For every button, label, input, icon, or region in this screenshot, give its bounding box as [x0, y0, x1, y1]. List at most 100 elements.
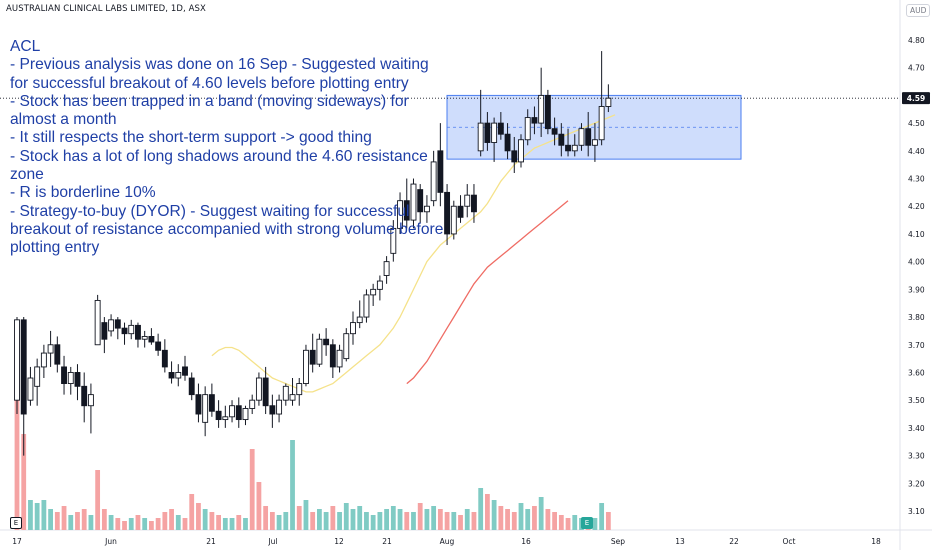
candle-body — [94, 299, 101, 346]
note-line: - Previous analysis was done on 16 Sep -… — [10, 56, 429, 92]
volume-bar — [283, 512, 289, 530]
candle-body — [410, 183, 417, 221]
candle-body — [208, 394, 215, 412]
volume-bar — [81, 509, 87, 530]
volume-bar — [390, 506, 396, 530]
volume-bar — [122, 521, 127, 530]
volume-bar — [370, 515, 376, 530]
candle-body — [477, 122, 484, 152]
volume-bar — [343, 503, 349, 530]
y-tick-label: 3.90 — [908, 285, 925, 294]
x-tick-label: 21 — [206, 537, 216, 546]
candle-body — [343, 333, 350, 360]
volume-bar — [21, 434, 27, 530]
analysis-note: ACL - Previous analysis was done on 16 S… — [10, 38, 450, 258]
volume-bar — [337, 512, 342, 530]
candle-body — [430, 161, 437, 202]
x-tick-label: 13 — [675, 537, 685, 546]
candle-body — [491, 122, 498, 143]
candle-body — [148, 336, 155, 343]
volume-bar — [538, 497, 544, 530]
volume-bar — [296, 506, 302, 530]
volume-bar — [249, 449, 255, 530]
earnings-badge-icon[interactable]: E — [581, 517, 593, 529]
volume-bar — [458, 515, 463, 530]
candle-body — [336, 349, 343, 368]
candle-body — [101, 322, 108, 340]
ma-short-line — [211, 114, 616, 393]
volume-bar — [88, 515, 94, 530]
y-tick-label: 4.00 — [908, 258, 925, 267]
volume-bar — [431, 506, 437, 530]
y-tick-label: 3.80 — [908, 313, 925, 322]
candle-body — [571, 144, 578, 152]
volume-bar — [229, 518, 235, 530]
volume-bar — [236, 515, 242, 530]
x-tick-label: 17 — [12, 537, 22, 546]
volume-bar — [182, 518, 188, 530]
candle-body — [484, 122, 491, 143]
volume-bar — [155, 518, 161, 530]
candle-body — [235, 405, 242, 421]
candle-body — [182, 366, 188, 376]
candle-body — [591, 139, 598, 146]
note-line: - Stock has been trapped in a band (movi… — [10, 92, 409, 129]
candle-body — [108, 319, 115, 332]
volume-bar — [511, 512, 517, 530]
volume-bar — [317, 509, 322, 530]
volume-bar — [189, 494, 195, 530]
candle-body — [242, 408, 249, 421]
volume-bar — [471, 512, 477, 530]
volume-bar — [115, 518, 121, 530]
volume-bar — [518, 503, 524, 530]
candle-body — [397, 200, 403, 229]
candle-body — [14, 319, 20, 401]
y-tick-label: 4.70 — [908, 64, 925, 73]
y-tick-label: 4.80 — [908, 36, 925, 45]
volume-bar — [545, 509, 551, 530]
volume-bar — [565, 518, 571, 530]
y-tick-label: 3.70 — [908, 341, 925, 350]
candle-body — [444, 191, 451, 235]
volume-bar — [397, 509, 403, 530]
volume-bar — [364, 512, 369, 530]
candle-body — [585, 128, 592, 146]
volume-bar — [256, 482, 262, 530]
candle-body — [376, 280, 383, 290]
candle-body — [598, 106, 605, 141]
volume-bar — [222, 518, 228, 530]
earnings-badge-icon[interactable]: E — [10, 517, 22, 529]
volume-bar — [169, 509, 174, 530]
candle-body — [188, 377, 195, 396]
volume-bar — [357, 506, 363, 530]
candle-body — [464, 194, 471, 207]
candle-body — [531, 117, 538, 124]
candle-body — [323, 338, 330, 346]
candle-body — [605, 97, 612, 107]
candle-body — [565, 144, 571, 152]
x-tick-label: Aug — [440, 537, 455, 546]
volume-bar — [68, 515, 74, 530]
candle-body — [437, 150, 444, 193]
volume-bar — [269, 512, 275, 530]
candle-body — [450, 205, 457, 235]
candle-body — [135, 324, 141, 340]
x-tick-label: 18 — [871, 537, 881, 546]
y-tick-label: 3.50 — [908, 396, 925, 405]
x-tick-label: Jun — [104, 537, 117, 546]
volume-bar — [505, 509, 510, 530]
candle-body — [20, 319, 27, 415]
x-tick-label: 16 — [521, 537, 531, 546]
y-tick-label: 4.10 — [908, 230, 925, 239]
volume-bar — [202, 509, 208, 530]
candle-body — [27, 377, 34, 401]
volume-bar — [162, 512, 168, 530]
candle-body — [390, 227, 397, 254]
candle-body — [423, 205, 430, 213]
volume-bar — [101, 509, 107, 530]
volume-bar — [478, 488, 484, 530]
candle-body — [558, 133, 565, 146]
volume-bar — [48, 509, 53, 530]
currency-badge: AUD — [906, 4, 931, 17]
